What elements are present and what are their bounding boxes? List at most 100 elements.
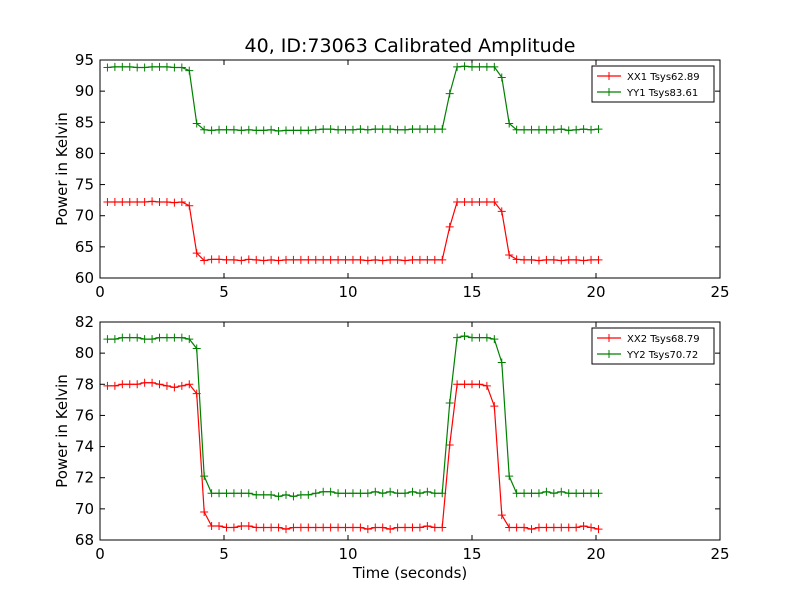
bottom-series-0-point <box>348 523 357 532</box>
top-legend-label: YY1 Tsys83.61 <box>626 88 698 99</box>
top-series-0-point <box>319 255 328 264</box>
top-y-tick-label: 80 <box>75 144 94 162</box>
bottom-series-1-point <box>527 489 536 498</box>
bottom-series-0-point <box>363 525 372 534</box>
top-series-0-point <box>244 255 253 264</box>
bottom-y-tick-label: 78 <box>75 375 94 393</box>
top-series-0-point <box>103 198 112 207</box>
bottom-series-1-point <box>341 489 350 498</box>
top-x-tick-label: 20 <box>586 283 605 301</box>
bottom-series-0-point <box>304 523 313 532</box>
top-series-0-point <box>453 198 462 207</box>
bottom-series-1-point <box>140 335 149 344</box>
top-series-1-point <box>222 125 231 134</box>
top-series-0-point <box>415 255 424 264</box>
top-series-1-point <box>170 63 179 72</box>
top-series-1-point <box>423 125 432 134</box>
bottom-x-tick-label: 0 <box>95 545 105 563</box>
bottom-series-0-point <box>222 523 231 532</box>
top-series-1-point <box>192 119 201 128</box>
top-series-0-point <box>348 255 357 264</box>
bottom-series-1-point <box>282 490 290 499</box>
top-series-0-point <box>490 198 499 207</box>
top-series-0-point <box>296 255 305 264</box>
top-series-0-point <box>155 198 164 207</box>
bottom-series-0-point <box>579 521 588 530</box>
bottom-series-0-point <box>594 525 603 534</box>
bottom-series-1-point <box>304 490 313 499</box>
top-series-1-point <box>594 125 603 134</box>
bottom-series-0-point <box>520 523 529 532</box>
bottom-series-0-point <box>534 523 543 532</box>
top-series-1-point <box>304 126 313 135</box>
top-series-1-point <box>267 125 276 134</box>
bottom-series-1-point <box>125 333 134 342</box>
top-series-1-point <box>103 63 112 72</box>
bottom-series-1-point <box>356 489 365 498</box>
top-series-1-point <box>215 125 224 134</box>
bottom-series-0-point <box>259 523 268 532</box>
bottom-series-0-point <box>512 523 521 532</box>
bottom-series-0-point <box>334 523 343 532</box>
bottom-y-tick-label: 74 <box>75 438 94 456</box>
bottom-series-1-point <box>520 489 529 498</box>
bottom-series-0-point <box>319 523 328 532</box>
bottom-series-0-point <box>289 523 298 532</box>
top-series-1-point <box>572 125 581 134</box>
top-series-0-point <box>505 250 514 259</box>
top-series-0-point <box>594 255 603 264</box>
bottom-series-0-point <box>453 380 462 389</box>
bottom-series-1-point <box>497 358 506 367</box>
top-series-1-point <box>445 89 454 98</box>
bottom-series-1-point <box>334 489 343 498</box>
bottom-series-1-point <box>110 335 119 344</box>
top-series-1-point <box>468 62 476 71</box>
bottom-series-1-point <box>200 472 209 481</box>
top-series-0-point <box>587 255 596 264</box>
top-series-1-point <box>393 125 402 134</box>
top-y-tick-label: 95 <box>75 51 94 69</box>
bottom-series-0-point <box>267 523 276 532</box>
bottom-series-0-point <box>527 525 536 534</box>
top-series-1-point <box>140 63 149 72</box>
top-series-1-point <box>549 125 558 134</box>
bottom-x-tick-label: 5 <box>219 545 229 563</box>
top-series-0-point <box>564 255 573 264</box>
bottom-series-0-point <box>185 380 194 389</box>
top-y-tick-label: 90 <box>75 82 94 100</box>
bottom-series-0-point <box>140 378 149 387</box>
top-series-1-point <box>289 126 298 135</box>
bottom-series-0-point <box>237 521 246 530</box>
bottom-series-0-point <box>296 523 305 532</box>
bottom-series-0-point <box>215 521 224 530</box>
bottom-series-0-point <box>311 523 320 532</box>
bottom-series-1-point <box>326 487 335 496</box>
bottom-series-0-point <box>430 523 439 532</box>
bottom-series-1-point <box>348 489 357 498</box>
bottom-series-1-point <box>133 333 142 342</box>
bottom-series-1-point <box>259 490 268 499</box>
top-series-1-point <box>200 125 209 134</box>
bottom-series-1-point <box>192 344 201 353</box>
top-y-tick-label: 65 <box>75 238 94 256</box>
top-series-0-point <box>549 255 558 264</box>
top-series-0-point <box>482 198 491 207</box>
top-series-1-point <box>244 125 253 134</box>
top-series-0-point <box>497 207 506 216</box>
top-series-0-point <box>557 256 566 265</box>
bottom-x-tick-label: 25 <box>710 545 729 563</box>
top-series-1-point <box>155 62 164 71</box>
bottom-series-0-point <box>497 511 506 520</box>
bottom-series-1-point <box>267 490 276 499</box>
bottom-series-0-point <box>415 523 424 532</box>
top-series-0-point <box>534 256 543 265</box>
bottom-series-1-point <box>289 492 298 501</box>
bottom-series-1-point <box>549 489 558 498</box>
top-series-0-point <box>215 255 224 264</box>
bottom-series-1-point <box>215 489 224 498</box>
bottom-series-1-point <box>453 333 462 342</box>
bottom-series-0-point <box>252 523 261 532</box>
bottom-legend <box>591 327 715 365</box>
top-series-1-point <box>542 125 551 134</box>
